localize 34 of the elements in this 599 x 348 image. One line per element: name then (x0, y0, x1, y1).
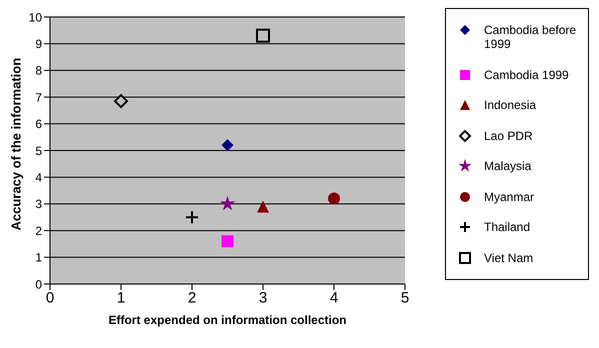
legend-label: Lao PDR (484, 128, 533, 143)
legend-label: Cambodia 1999 (484, 68, 569, 82)
y-tick-label: 1 (35, 250, 42, 265)
legend-label: Malaysia (484, 159, 532, 174)
legend-label: Thailand (484, 220, 530, 234)
x-axis-title: Effort expended on information collection (108, 313, 347, 327)
y-axis-title: Accuracy of the information (8, 58, 24, 230)
point (220, 196, 236, 210)
legend-label: Myanmar (484, 190, 534, 204)
y-tick-label: 8 (35, 64, 42, 78)
y-tick-label: 0 (35, 277, 42, 292)
x-tick-label: 2 (188, 290, 196, 307)
x-tick-label: 4 (330, 290, 338, 307)
point (328, 192, 340, 205)
point (222, 235, 234, 248)
y-tick-label: 7 (35, 90, 42, 104)
point (222, 139, 234, 152)
x-tick-label: 1 (116, 290, 126, 307)
y-tick-label: 9 (35, 36, 42, 51)
y-tick-label: 3 (35, 197, 42, 212)
legend-label: Cambodia before 1999 (484, 23, 578, 52)
y-tick-label: 6 (35, 117, 42, 132)
x-tick-label: 5 (400, 290, 410, 307)
point (257, 200, 269, 213)
point (256, 28, 270, 43)
point (114, 94, 128, 108)
y-tick-label: 4 (35, 170, 42, 184)
legend-label: Viet Nam (484, 250, 534, 265)
y-tick-label: 10 (28, 10, 42, 24)
legend-label: Indonesia (484, 98, 536, 112)
y-tick-label: 5 (35, 144, 42, 158)
x-tick-label: 3 (258, 290, 268, 307)
point (186, 211, 198, 224)
y-tick-label: 2 (35, 224, 42, 238)
